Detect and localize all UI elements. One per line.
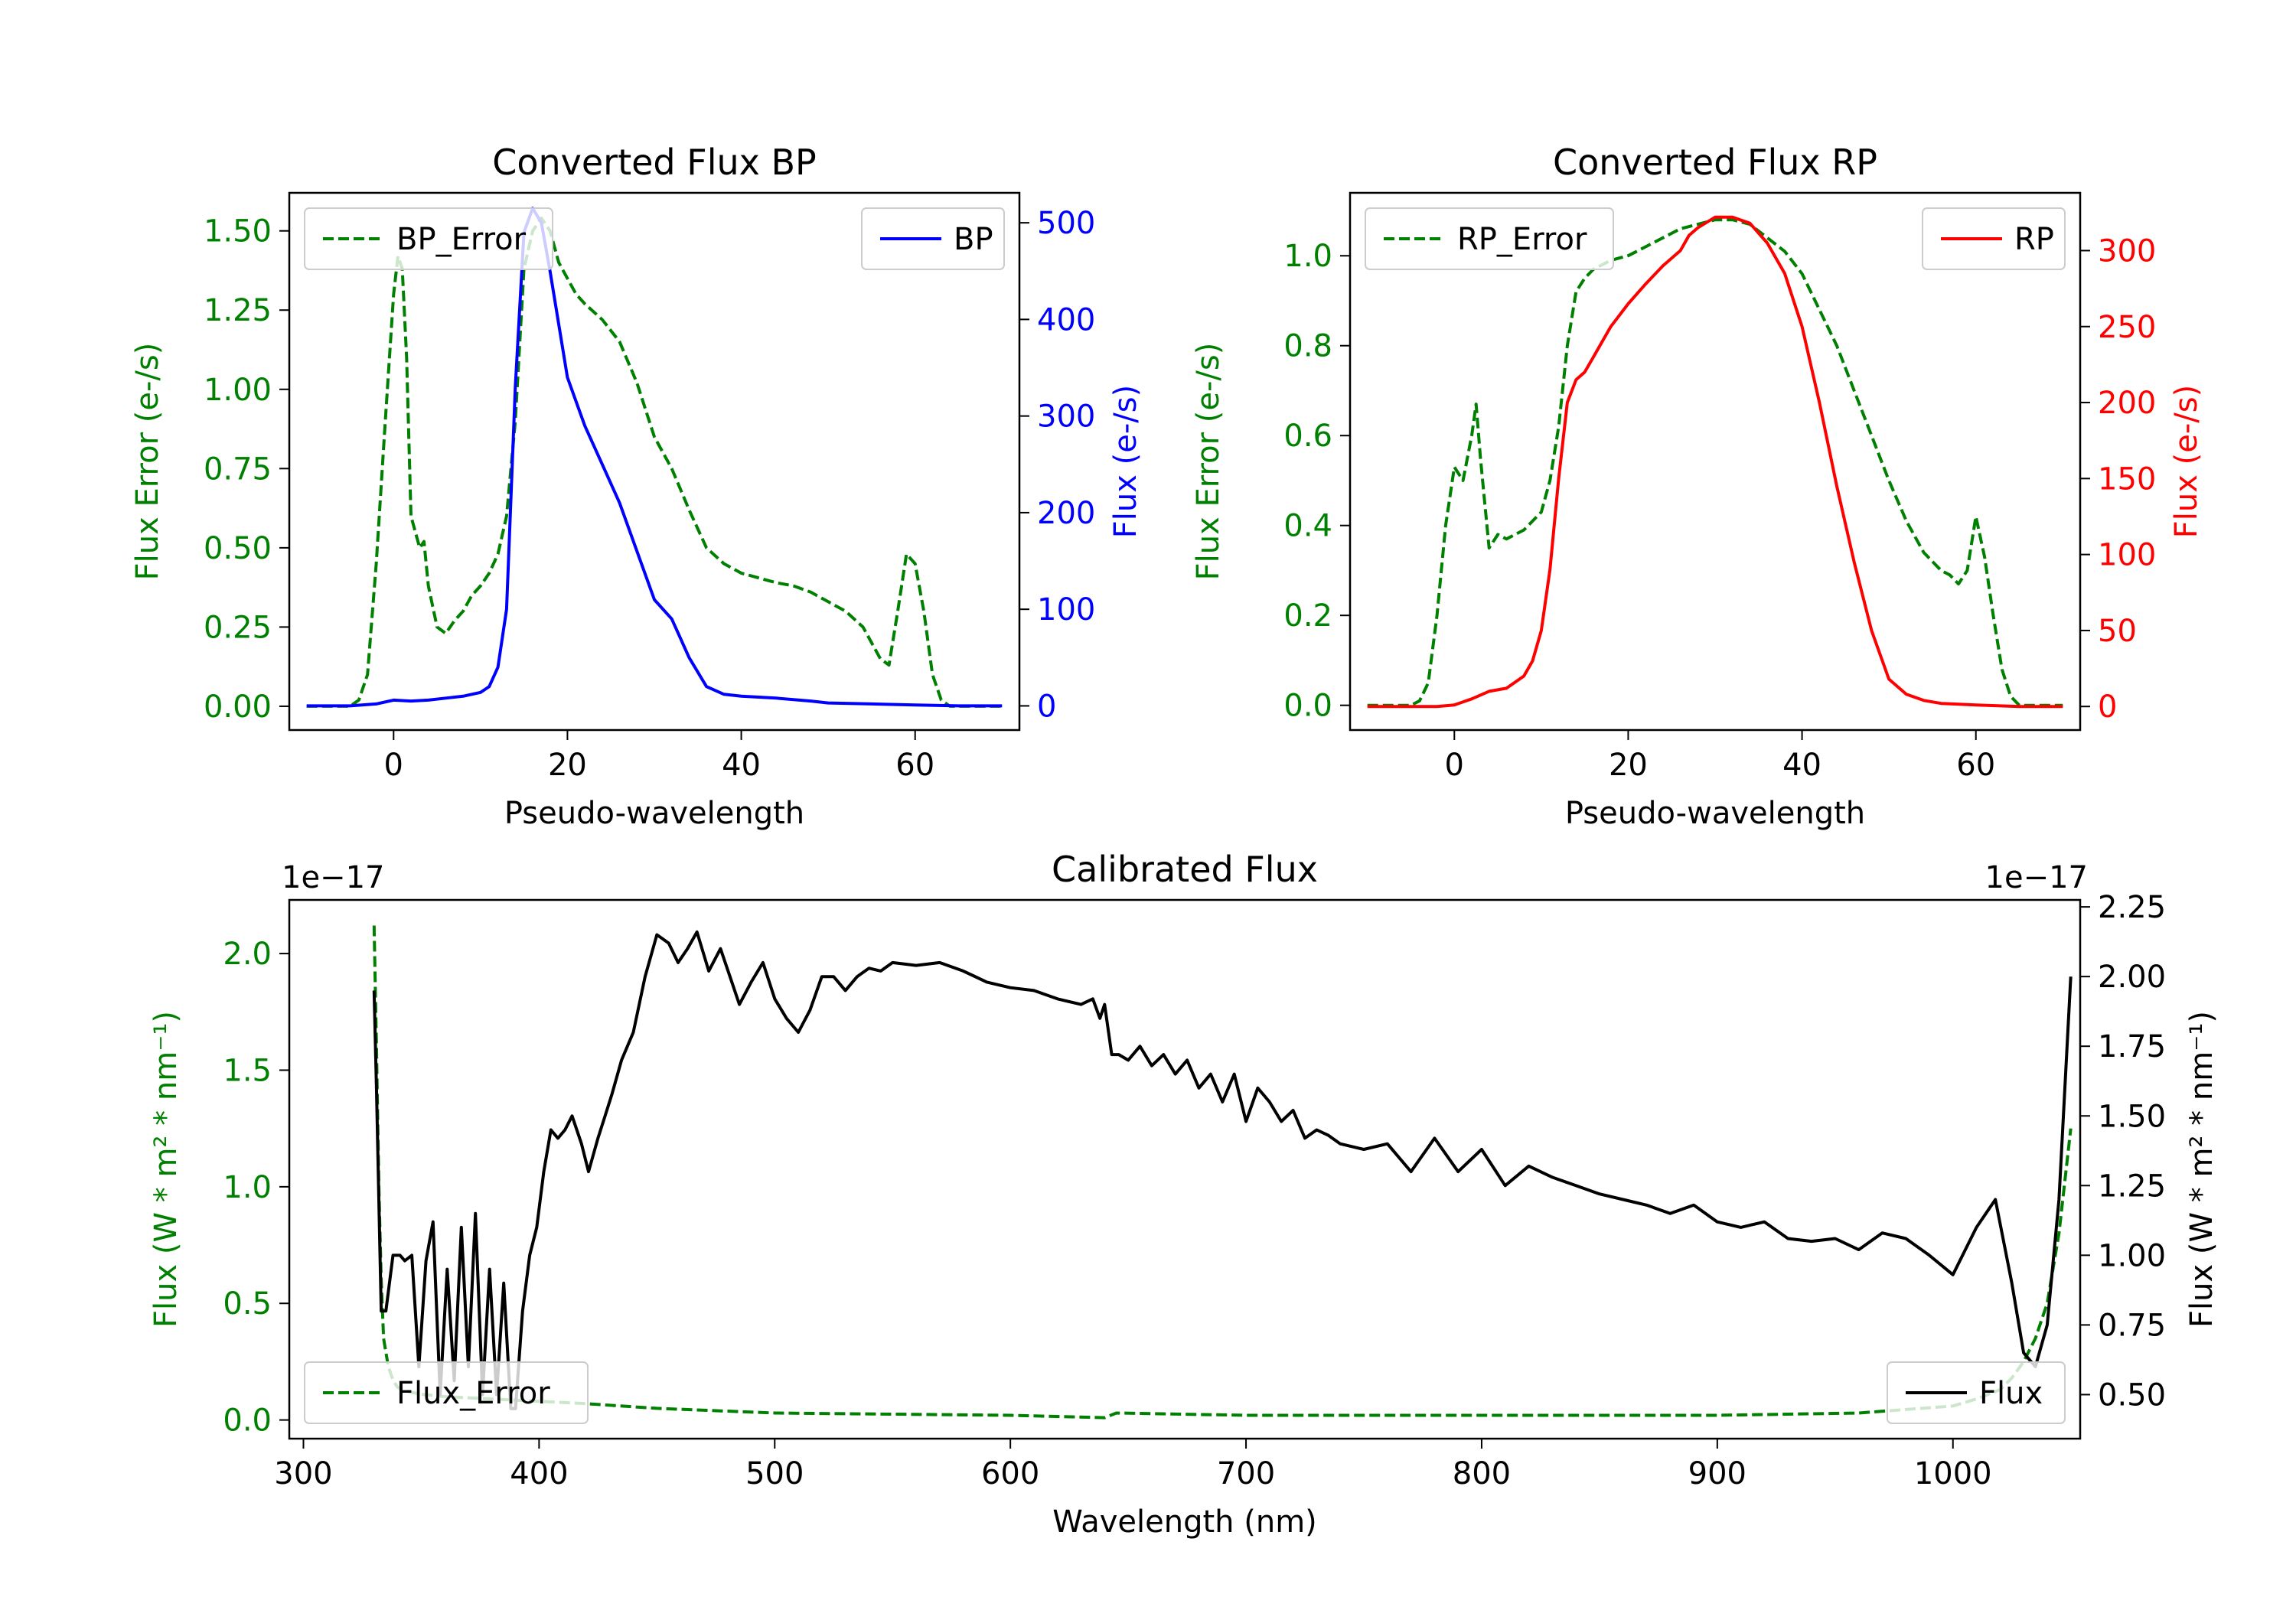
y-right-tick-label: 400 bbox=[1037, 302, 1095, 337]
legend-rp-error: RP_Error bbox=[1365, 207, 1614, 270]
y-right-tick-label: 0.75 bbox=[2098, 1308, 2166, 1343]
x-axis-label: Pseudo-wavelength bbox=[504, 796, 804, 831]
y-right-tick-label: 2.00 bbox=[2098, 960, 2166, 995]
y-right-tick-label: 0 bbox=[2098, 689, 2117, 725]
y-right-tick-label: 300 bbox=[1037, 399, 1095, 435]
y-left-axis-label: Flux Error (e-/s) bbox=[1191, 343, 1226, 581]
y-right-tick-label: 300 bbox=[2098, 233, 2156, 269]
y-right-offset-label: 1e−17 bbox=[1985, 860, 2088, 895]
plot-frame bbox=[288, 898, 2082, 1440]
legend-label: Flux_Error bbox=[396, 1376, 550, 1411]
y-left-tick-label: 1.5 bbox=[223, 1053, 272, 1088]
y-left-tick-label: 0.8 bbox=[1283, 329, 1332, 364]
chart-rp: 0 20 40 60 0.0 0.2 0.4 0.6 0.8 1.0 0 50 100 150 200 250… bbox=[1191, 142, 2204, 831]
series-flux-line bbox=[372, 930, 2073, 1410]
y-left-tick-label: 1.25 bbox=[204, 293, 272, 328]
series-rp-error-line bbox=[1367, 218, 2063, 707]
y-left-tick-label: 2.0 bbox=[223, 937, 272, 972]
x-tick-label: 800 bbox=[1453, 1456, 1511, 1491]
y-left-tick-label: 0.75 bbox=[204, 451, 272, 487]
series-flux-error-line bbox=[372, 925, 2073, 1420]
legend-flux: Flux bbox=[1887, 1361, 2066, 1424]
x-tick-label: 1000 bbox=[1914, 1456, 1992, 1491]
y-left-tick-label: 0.00 bbox=[204, 689, 272, 725]
y-right-axis-label: Flux (e-/s) bbox=[1108, 385, 1143, 538]
y-left-tick-label: 1.50 bbox=[204, 214, 272, 249]
x-tick-label: 40 bbox=[1782, 748, 1821, 783]
x-tick-label: 400 bbox=[510, 1456, 568, 1491]
x-tick-label: 600 bbox=[981, 1456, 1039, 1491]
legend-box bbox=[1365, 207, 1614, 270]
chart-title: Calibrated Flux bbox=[1052, 849, 1318, 890]
y-right-tick-label: 1.50 bbox=[2098, 1099, 2166, 1134]
series-bp-line bbox=[306, 207, 1003, 708]
y-right-tick-label: 1.75 bbox=[2098, 1029, 2166, 1064]
x-tick-label: 0 bbox=[384, 748, 403, 783]
series-bp-error-line bbox=[306, 217, 1003, 708]
y-left-tick-label: 1.0 bbox=[223, 1170, 272, 1205]
x-tick-label: 900 bbox=[1688, 1456, 1746, 1491]
plot-frame bbox=[288, 191, 1021, 732]
legend-flux-error: Flux_Error bbox=[304, 1361, 589, 1424]
x-tick-label: 40 bbox=[722, 748, 761, 783]
legend-box bbox=[304, 1361, 589, 1424]
y-left-tick-label: 1.00 bbox=[204, 373, 272, 408]
y-right-tick-label: 200 bbox=[2098, 386, 2156, 421]
x-tick-label: 500 bbox=[745, 1456, 804, 1491]
plot-frame bbox=[1349, 191, 2082, 732]
y-right-tick-label: 250 bbox=[2098, 310, 2156, 345]
y-left-tick-label: 0.0 bbox=[1283, 689, 1332, 724]
legend-label: BP bbox=[954, 222, 993, 257]
y-right-tick-label: 500 bbox=[1037, 206, 1095, 241]
y-left-tick-label: 0.4 bbox=[1283, 509, 1332, 544]
y-right-tick-label: 2.25 bbox=[2098, 890, 2166, 925]
y-right-tick-label: 100 bbox=[1037, 592, 1095, 627]
legend-label: RP bbox=[2014, 222, 2054, 257]
legend-label: BP_Error bbox=[396, 222, 527, 257]
legend-bp-error: BP_Error bbox=[304, 207, 553, 270]
x-tick-label: 20 bbox=[548, 748, 587, 783]
x-tick-label: 0 bbox=[1445, 748, 1464, 783]
x-axis-label: Wavelength (nm) bbox=[1052, 1504, 1317, 1540]
y-left-offset-label: 1e−17 bbox=[282, 860, 384, 895]
legend-bp: BP bbox=[861, 207, 1005, 270]
y-left-tick-label: 0.50 bbox=[204, 531, 272, 566]
legend-label: Flux bbox=[1979, 1376, 2043, 1411]
y-left-tick-label: 0.2 bbox=[1283, 598, 1332, 634]
y-left-tick-label: 0.6 bbox=[1283, 419, 1332, 454]
x-axis-label: Pseudo-wavelength bbox=[1565, 796, 1865, 831]
x-tick-label: 60 bbox=[1956, 748, 1995, 783]
chart-cal: 300 400 500 600 700 800 900 1000 0.0 0.5 1.0 1.5 2.0… bbox=[148, 849, 2219, 1540]
y-left-tick-label: 0.5 bbox=[223, 1286, 272, 1322]
y-left-axis-label: Flux (W * m² * nm⁻¹) bbox=[148, 1011, 184, 1328]
series-rp-line bbox=[1367, 215, 2063, 709]
legend-box bbox=[1887, 1361, 2066, 1424]
y-right-tick-label: 200 bbox=[1037, 496, 1095, 531]
y-right-axis-label: Flux (e-/s) bbox=[2169, 385, 2204, 538]
x-tick-label: 300 bbox=[274, 1456, 332, 1491]
chart-bp: 0 20 40 60 0.00 0.25 0.50 0.75 1.00 1.25 1.50 0 100 2… bbox=[130, 142, 1143, 831]
legend-rp: RP bbox=[1922, 207, 2066, 270]
y-right-tick-label: 0 bbox=[1037, 689, 1056, 724]
y-right-axis-label: Flux (W * m² * nm⁻¹) bbox=[2184, 1011, 2219, 1328]
legend-label: RP_Error bbox=[1457, 222, 1587, 257]
chart-title: Converted Flux RP bbox=[1553, 142, 1877, 183]
chart-title: Converted Flux BP bbox=[492, 142, 817, 183]
x-tick-label: 20 bbox=[1609, 748, 1648, 783]
y-right-tick-label: 1.25 bbox=[2098, 1169, 2166, 1204]
x-tick-label: 700 bbox=[1217, 1456, 1275, 1491]
y-right-tick-label: 100 bbox=[2098, 538, 2156, 573]
y-right-tick-label: 50 bbox=[2098, 614, 2137, 649]
y-right-tick-label: 0.50 bbox=[2098, 1377, 2166, 1413]
y-left-tick-label: 1.0 bbox=[1283, 239, 1332, 274]
y-left-tick-label: 0.0 bbox=[223, 1403, 272, 1439]
y-right-tick-label: 150 bbox=[2098, 461, 2156, 497]
y-left-tick-label: 0.25 bbox=[204, 610, 272, 645]
y-right-tick-label: 1.00 bbox=[2098, 1238, 2166, 1273]
legend-box bbox=[304, 207, 553, 270]
y-left-axis-label: Flux Error (e-/s) bbox=[130, 343, 165, 581]
x-tick-label: 60 bbox=[895, 748, 934, 783]
